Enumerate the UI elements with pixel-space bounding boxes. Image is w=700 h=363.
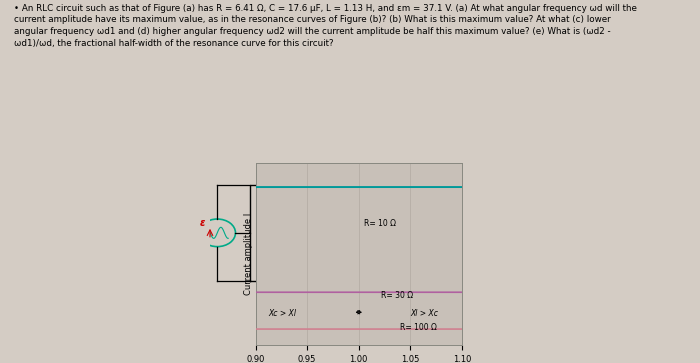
Text: R= 100 Ω: R= 100 Ω [400,323,437,332]
Text: R= 10 Ω: R= 10 Ω [364,220,396,228]
Y-axis label: Current amplitude I: Current amplitude I [244,213,253,295]
Text: L: L [293,292,298,301]
Text: Xc > Xl: Xc > Xl [268,309,296,318]
Text: i: i [321,164,323,173]
Text: C: C [353,228,358,237]
Text: Xl > Xc: Xl > Xc [410,309,438,318]
Text: i: i [395,226,397,235]
Text: R= 30 Ω: R= 30 Ω [382,290,414,299]
Text: (a): (a) [307,305,321,315]
Text: • An RLC circuit such as that of Figure (a) has R = 6.41 Ω, C = 17.6 μF, L = 1.1: • An RLC circuit such as that of Figure … [14,4,637,48]
Text: ε: ε [200,218,205,228]
Text: i: i [309,292,312,301]
Text: R: R [311,170,316,179]
